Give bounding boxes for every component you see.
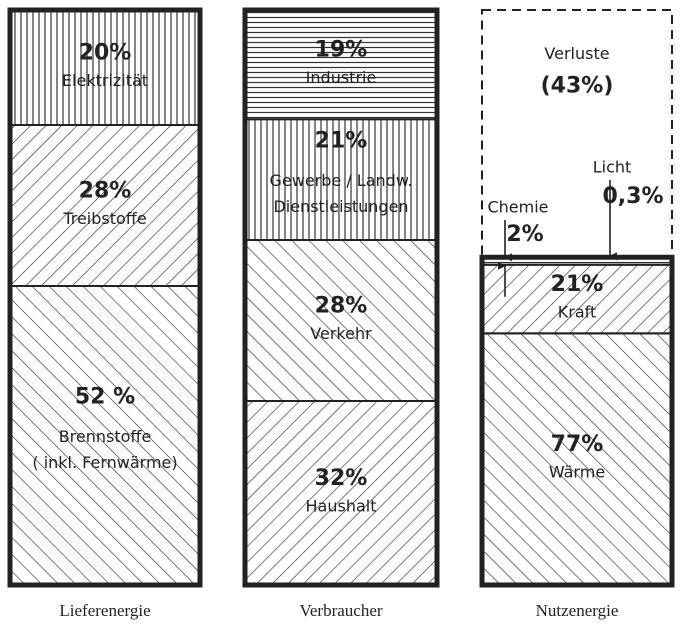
column-label: Verbraucher — [299, 601, 382, 620]
segment-label: Chemie — [487, 198, 548, 217]
value-label: 21% — [315, 129, 368, 154]
column-label: Nutzenergie — [536, 601, 619, 620]
value-label: 32% — [315, 466, 368, 491]
value-label: 20% — [79, 41, 132, 66]
value-label: (43%) — [541, 74, 614, 99]
segment-label: Licht — [593, 158, 632, 177]
segment — [244, 400, 438, 586]
segment — [9, 285, 201, 586]
value-label: 0,3% — [602, 184, 663, 209]
value-label: 52 % — [75, 385, 135, 410]
segment-label: Wärme — [549, 463, 605, 482]
segment — [244, 9, 438, 121]
value-label: 28% — [79, 179, 132, 204]
value-label: 28% — [315, 294, 368, 319]
segment — [244, 118, 438, 241]
value-label: 19% — [315, 38, 368, 63]
segment — [9, 124, 201, 287]
segment-label: Haushalt — [306, 497, 377, 516]
column-frame — [479, 254, 675, 588]
value-label: 77% — [551, 432, 604, 457]
segment-label: Gewerbe / Landw. — [269, 171, 412, 190]
value-label: 2% — [506, 222, 543, 247]
segment-label: Dienstleistungen — [273, 197, 408, 216]
segment-label: Kraft — [558, 303, 597, 322]
segment-label: Industrie — [306, 68, 377, 87]
column-frame — [242, 7, 440, 588]
segment-label: Brennstoffe — [59, 427, 152, 446]
column-label: Lieferenergie — [59, 601, 150, 620]
segment-label: Verluste — [544, 44, 609, 63]
segment — [244, 239, 438, 402]
segment-label: Elektrizität — [62, 71, 148, 90]
segment — [9, 9, 201, 126]
segment-label: ( inkl. Fernwärme) — [32, 453, 177, 472]
segment-label: Verkehr — [310, 324, 372, 343]
column-frame — [7, 7, 203, 588]
value-label: 21% — [551, 272, 604, 297]
segment-label: Treibstoffe — [62, 209, 146, 228]
segment — [481, 332, 673, 586]
